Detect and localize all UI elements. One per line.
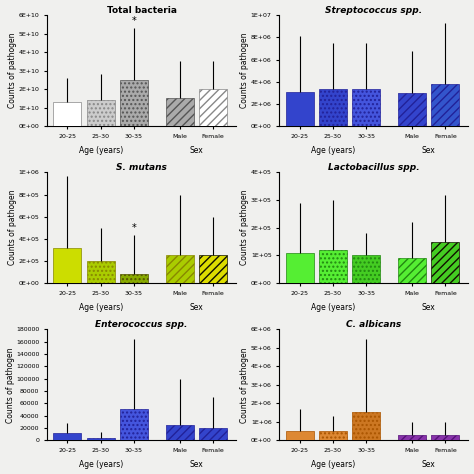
Bar: [166, 425, 194, 440]
Text: Age (years): Age (years): [311, 303, 355, 312]
Bar: [54, 247, 82, 283]
Bar: [286, 253, 314, 283]
Text: Age (years): Age (years): [79, 303, 123, 312]
Bar: [398, 258, 426, 283]
Bar: [352, 90, 380, 126]
Y-axis label: Counts of pathogen: Counts of pathogen: [6, 347, 15, 422]
Bar: [199, 255, 227, 283]
Bar: [199, 89, 227, 126]
Bar: [199, 428, 227, 440]
Text: Age (years): Age (years): [311, 146, 355, 155]
Bar: [319, 431, 347, 440]
Bar: [286, 91, 314, 126]
Bar: [398, 93, 426, 126]
Bar: [166, 98, 194, 126]
Y-axis label: Counts of pathogen: Counts of pathogen: [8, 33, 17, 109]
Bar: [54, 102, 82, 126]
Text: Age (years): Age (years): [311, 460, 355, 469]
Y-axis label: Counts of pathogen: Counts of pathogen: [8, 190, 17, 265]
Bar: [398, 435, 426, 440]
Bar: [431, 435, 459, 440]
Bar: [319, 250, 347, 283]
Title: Streptococcus spp.: Streptococcus spp.: [325, 6, 422, 15]
Text: Sex: Sex: [190, 146, 203, 155]
Bar: [166, 255, 194, 283]
Bar: [319, 90, 347, 126]
Text: Sex: Sex: [190, 303, 203, 312]
Bar: [431, 84, 459, 126]
Y-axis label: Counts of pathogen: Counts of pathogen: [240, 190, 249, 265]
Title: Lactobacillus spp.: Lactobacillus spp.: [328, 163, 419, 172]
Bar: [352, 255, 380, 283]
Text: *: *: [131, 16, 136, 26]
Bar: [54, 433, 82, 440]
Text: Sex: Sex: [422, 460, 436, 469]
Y-axis label: Counts of pathogen: Counts of pathogen: [240, 347, 249, 422]
Bar: [352, 412, 380, 440]
Bar: [87, 100, 115, 126]
Title: S. mutans: S. mutans: [116, 163, 167, 172]
Text: Age (years): Age (years): [79, 146, 123, 155]
Bar: [120, 274, 148, 283]
Bar: [120, 80, 148, 126]
Bar: [120, 410, 148, 440]
Text: Sex: Sex: [422, 146, 436, 155]
Y-axis label: Counts of pathogen: Counts of pathogen: [240, 33, 249, 109]
Bar: [87, 438, 115, 440]
Bar: [286, 431, 314, 440]
Title: Enterococcus spp.: Enterococcus spp.: [95, 319, 188, 328]
Title: Total bacteria: Total bacteria: [107, 6, 176, 15]
Text: Age (years): Age (years): [79, 460, 123, 469]
Bar: [431, 242, 459, 283]
Text: *: *: [131, 223, 136, 233]
Title: C. albicans: C. albicans: [346, 319, 401, 328]
Text: Sex: Sex: [422, 303, 436, 312]
Bar: [87, 261, 115, 283]
Text: Sex: Sex: [190, 460, 203, 469]
